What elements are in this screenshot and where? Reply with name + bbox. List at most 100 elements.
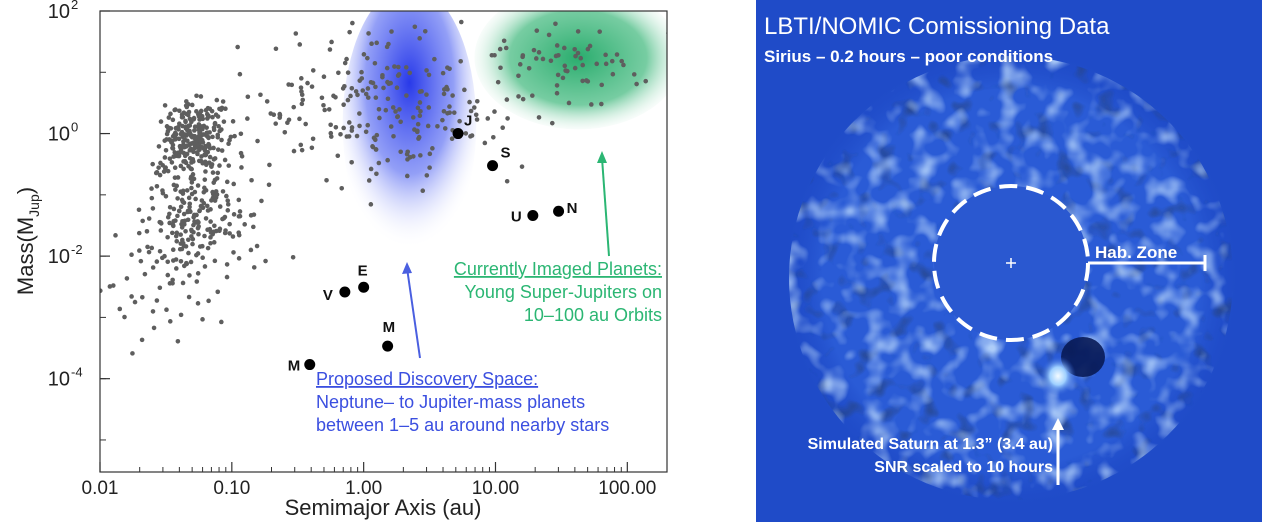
exoplanet-point [398, 149, 404, 155]
exoplanet-point [191, 117, 197, 122]
exoplanet-point [371, 135, 377, 141]
exoplanet-point [359, 69, 364, 75]
exoplanet-point [297, 42, 303, 47]
exoplanet-point [165, 234, 170, 240]
exoplanet-point [189, 185, 194, 191]
exoplanet-point [162, 103, 168, 108]
exoplanet-point [169, 138, 175, 144]
exoplanet-point [150, 161, 155, 167]
exoplanet-point [432, 56, 437, 62]
exoplanet-point [171, 182, 177, 188]
exoplanet-point [530, 93, 535, 98]
exoplanet-point [175, 124, 181, 130]
exoplanet-point [186, 102, 191, 107]
solar-planet-label: M [288, 358, 301, 375]
exoplanet-point [165, 272, 171, 278]
exoplanet-point [277, 115, 283, 120]
exoplanet-point [217, 163, 222, 168]
exoplanet-point [214, 97, 220, 103]
exoplanet-point [107, 284, 113, 289]
exoplanet-point [178, 312, 184, 318]
exoplanet-point [160, 190, 166, 196]
proposed-line2: between 1–5 au around nearby stars [316, 415, 609, 435]
exoplanet-point [415, 105, 421, 111]
solar-planet-marker [382, 340, 394, 352]
exoplanet-point [427, 165, 432, 170]
exoplanet-point [192, 133, 198, 139]
exoplanet-point [194, 212, 199, 218]
exoplanet-point [213, 195, 219, 200]
exoplanet-point [303, 121, 308, 127]
x-tick-label: 0.01 [82, 478, 119, 499]
exoplanet-point [211, 157, 217, 162]
exoplanet-point [548, 58, 554, 64]
exoplanet-point [207, 145, 213, 151]
exoplanet-point [469, 133, 475, 138]
exoplanet-point [177, 121, 182, 126]
exoplanet-point [146, 249, 152, 255]
exoplanet-point [227, 221, 232, 227]
exoplanet-point [404, 93, 409, 98]
exoplanet-point [282, 129, 288, 135]
exoplanet-point [181, 263, 187, 269]
exoplanet-point [180, 280, 186, 286]
exoplanet-point [580, 62, 586, 68]
exoplanet-point [422, 28, 428, 34]
exoplanet-point [388, 124, 394, 129]
exoplanet-point [251, 212, 257, 217]
exoplanet-point [211, 180, 217, 185]
exoplanet-point [366, 31, 371, 36]
exoplanet-point [450, 93, 455, 98]
exoplanet-point [151, 325, 157, 331]
exoplanet-point [196, 231, 201, 237]
exoplanet-point [385, 96, 391, 102]
exoplanet-point [124, 276, 130, 281]
exoplanet-point [534, 28, 540, 33]
exoplanet-point [245, 94, 251, 100]
exoplanet-point [212, 223, 217, 229]
imaged-arrow [601, 157, 610, 257]
exoplanet-point [231, 181, 237, 187]
exoplanet-point [187, 123, 193, 128]
exoplanet-point [66, 300, 71, 305]
exoplanet-point [202, 233, 207, 239]
exoplanet-point [190, 241, 195, 247]
exoplanet-point [206, 298, 211, 304]
exoplanet-point [224, 262, 230, 267]
exoplanet-point [231, 250, 236, 255]
exoplanet-point [129, 294, 134, 299]
exoplanet-point [631, 72, 637, 77]
exoplanet-point [474, 98, 480, 104]
exoplanet-point [162, 138, 168, 143]
exoplanet-point [165, 128, 171, 134]
exoplanet-point [228, 134, 234, 140]
exoplanet-point [217, 128, 222, 134]
exoplanet-point [501, 38, 507, 44]
exoplanet-point [417, 100, 423, 105]
exoplanet-point [180, 240, 186, 246]
exoplanet-point [175, 338, 181, 344]
exoplanet-point [264, 99, 270, 104]
exoplanet-point [321, 103, 326, 108]
exoplanet-point [221, 119, 227, 124]
exoplanet-point [426, 105, 432, 110]
exoplanet-point [368, 166, 374, 172]
exoplanet-point [158, 228, 164, 233]
exoplanet-point [178, 232, 183, 237]
exoplanet-point [219, 148, 225, 153]
exoplanet-point [184, 151, 190, 157]
exoplanet-point [157, 219, 163, 225]
exoplanet-point [309, 84, 315, 89]
nomic-image-svg: Hab. Zone LBTI/NOMIC Comissioning Data S… [756, 0, 1262, 522]
exoplanet-point [169, 230, 175, 236]
exoplanet-point [200, 317, 205, 322]
exoplanet-point [167, 281, 173, 286]
exoplanet-point [561, 45, 567, 51]
exoplanet-point [204, 203, 210, 209]
exoplanet-point [194, 279, 200, 284]
exoplanet-point [520, 53, 526, 58]
exoplanet-point [176, 136, 182, 142]
imaged-title: Currently Imaged Planets: [454, 259, 662, 279]
exoplanet-point [173, 233, 179, 239]
exoplanet-point [222, 157, 228, 163]
